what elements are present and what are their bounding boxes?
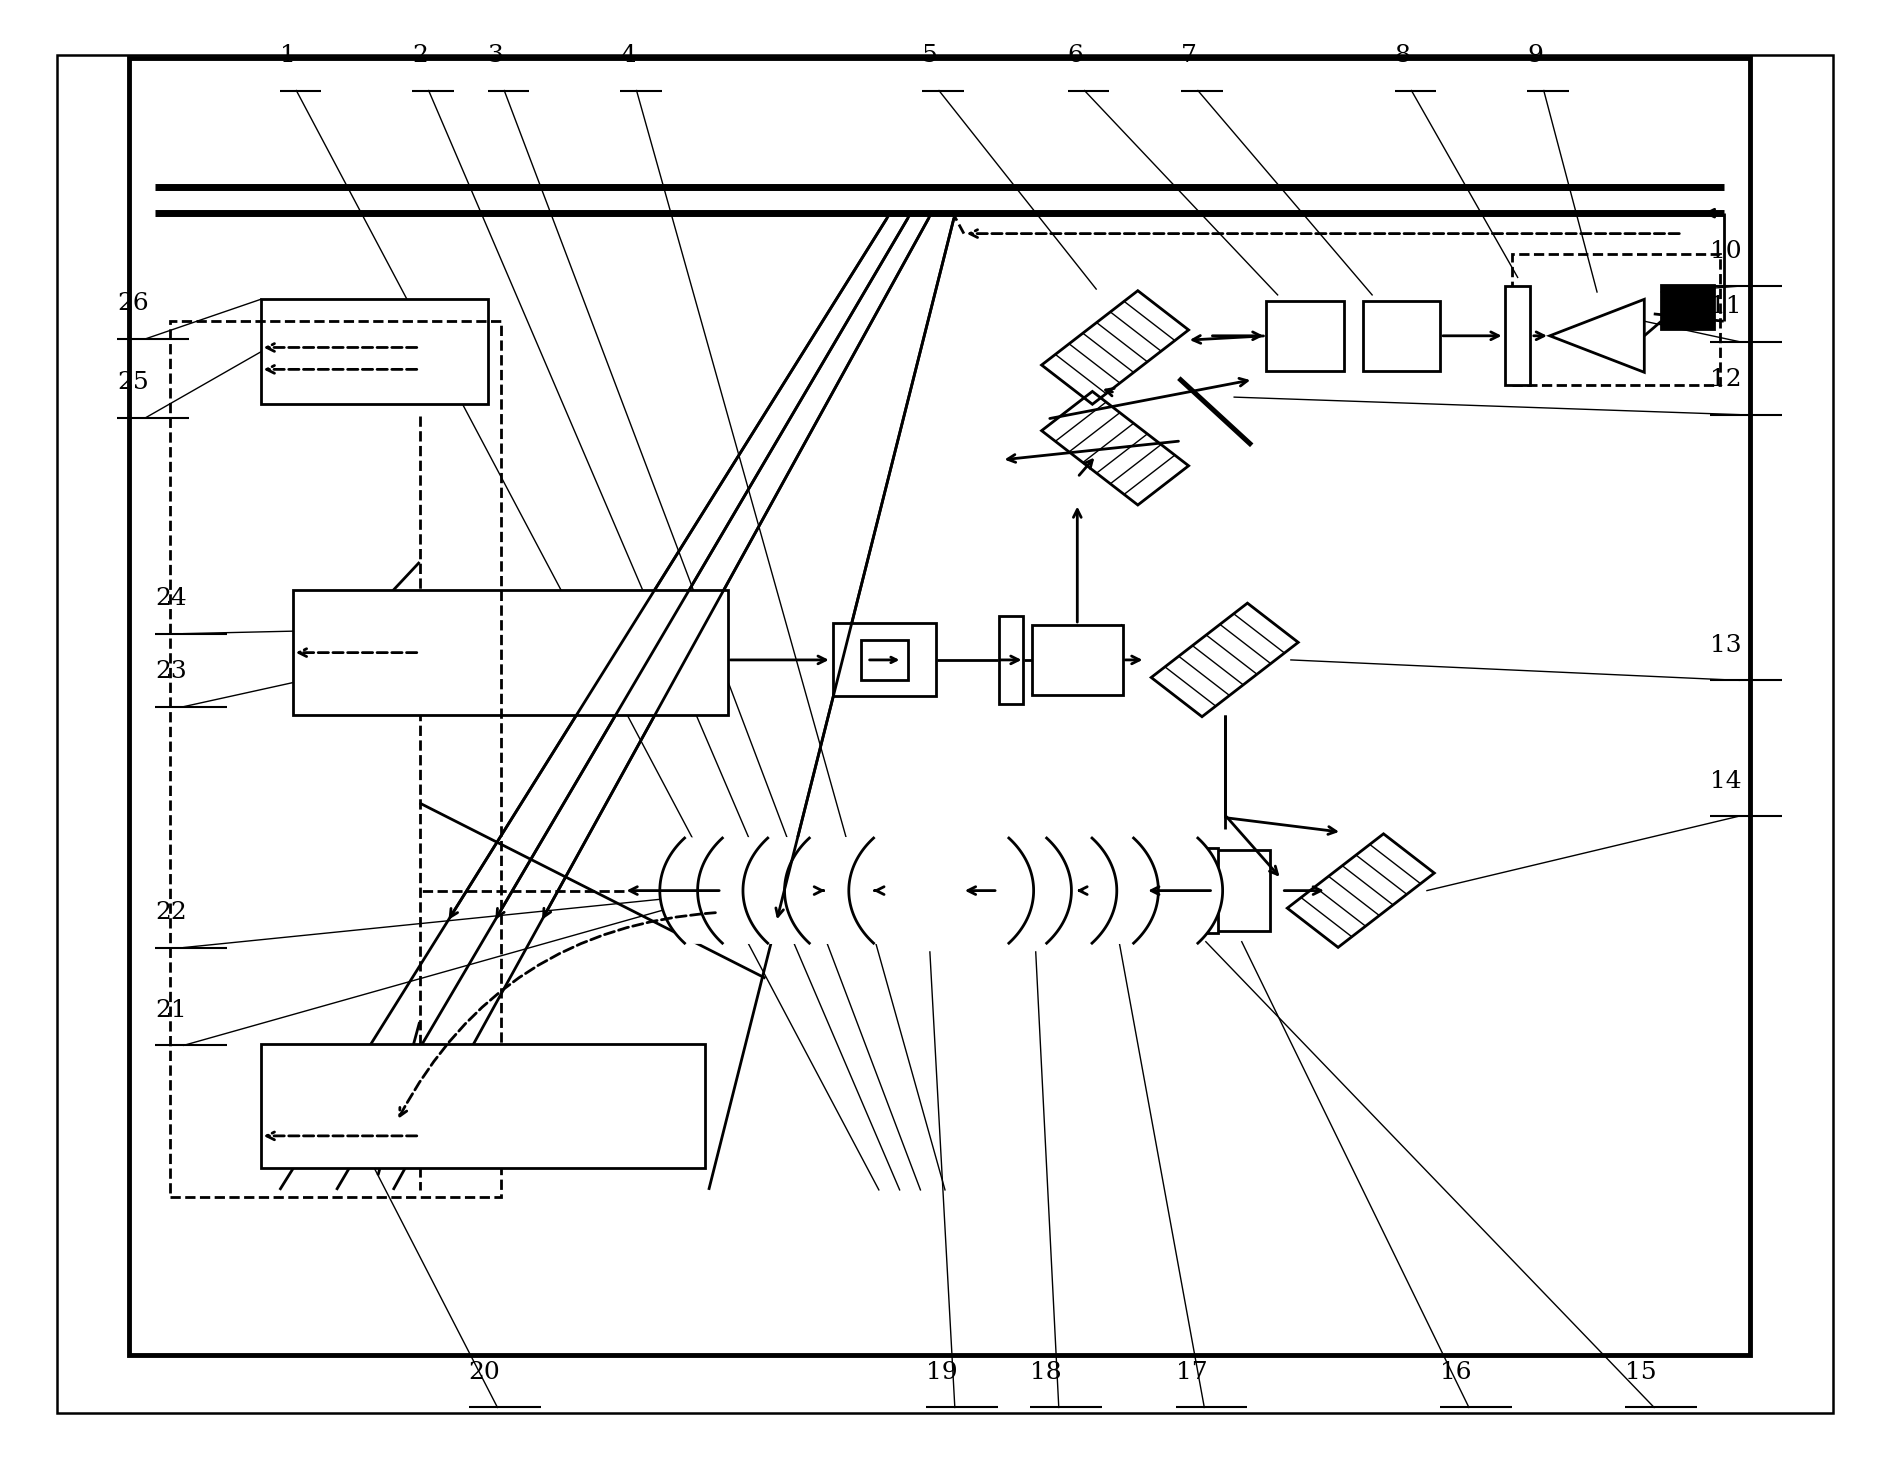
Text: 21: 21 — [155, 999, 187, 1022]
Polygon shape — [1150, 603, 1298, 717]
Polygon shape — [784, 838, 1158, 943]
Circle shape — [1086, 869, 1143, 912]
Polygon shape — [1286, 834, 1434, 948]
Text: 8: 8 — [1394, 44, 1409, 67]
Bar — [1213, 850, 1269, 931]
Text: 1: 1 — [280, 44, 295, 67]
Polygon shape — [742, 838, 1116, 943]
Text: 10: 10 — [1710, 239, 1742, 263]
Bar — [831, 623, 937, 696]
Bar — [1511, 254, 1719, 385]
Bar — [999, 616, 1024, 704]
Bar — [128, 58, 1749, 1355]
Text: 7: 7 — [1181, 44, 1196, 67]
Polygon shape — [848, 838, 1222, 943]
Bar — [170, 321, 501, 1197]
Polygon shape — [1041, 391, 1188, 505]
Text: 14: 14 — [1710, 769, 1742, 793]
Polygon shape — [697, 838, 1071, 943]
Bar — [1194, 848, 1218, 933]
Text: 3: 3 — [487, 44, 502, 67]
Text: 24: 24 — [155, 587, 187, 610]
Polygon shape — [659, 838, 1033, 943]
Text: 6: 6 — [1067, 44, 1082, 67]
Polygon shape — [722, 850, 825, 931]
Text: 12: 12 — [1710, 368, 1742, 391]
Bar — [1660, 285, 1713, 328]
Text: 20: 20 — [468, 1361, 501, 1384]
Polygon shape — [1549, 299, 1643, 372]
Text: 9: 9 — [1526, 44, 1541, 67]
Bar — [1266, 301, 1343, 371]
Bar — [1506, 286, 1530, 385]
Text: 5: 5 — [922, 44, 937, 67]
Text: 4: 4 — [620, 44, 635, 67]
Bar — [1031, 625, 1122, 695]
Bar — [261, 299, 487, 404]
Text: 26: 26 — [117, 292, 149, 315]
Text: 11: 11 — [1710, 295, 1742, 318]
Text: 16: 16 — [1439, 1361, 1472, 1384]
Bar — [1362, 301, 1439, 371]
Bar — [261, 1044, 705, 1168]
Text: 15: 15 — [1625, 1361, 1657, 1384]
Bar — [861, 639, 907, 680]
Text: 22: 22 — [155, 901, 187, 924]
Polygon shape — [1041, 291, 1188, 404]
Text: 13: 13 — [1710, 634, 1742, 657]
Text: 23: 23 — [155, 660, 187, 683]
Text: 2: 2 — [412, 44, 427, 67]
Text: 25: 25 — [117, 371, 149, 394]
Text: 18: 18 — [1030, 1361, 1062, 1384]
Text: 17: 17 — [1175, 1361, 1207, 1384]
Text: 19: 19 — [926, 1361, 958, 1384]
Bar — [293, 590, 727, 715]
